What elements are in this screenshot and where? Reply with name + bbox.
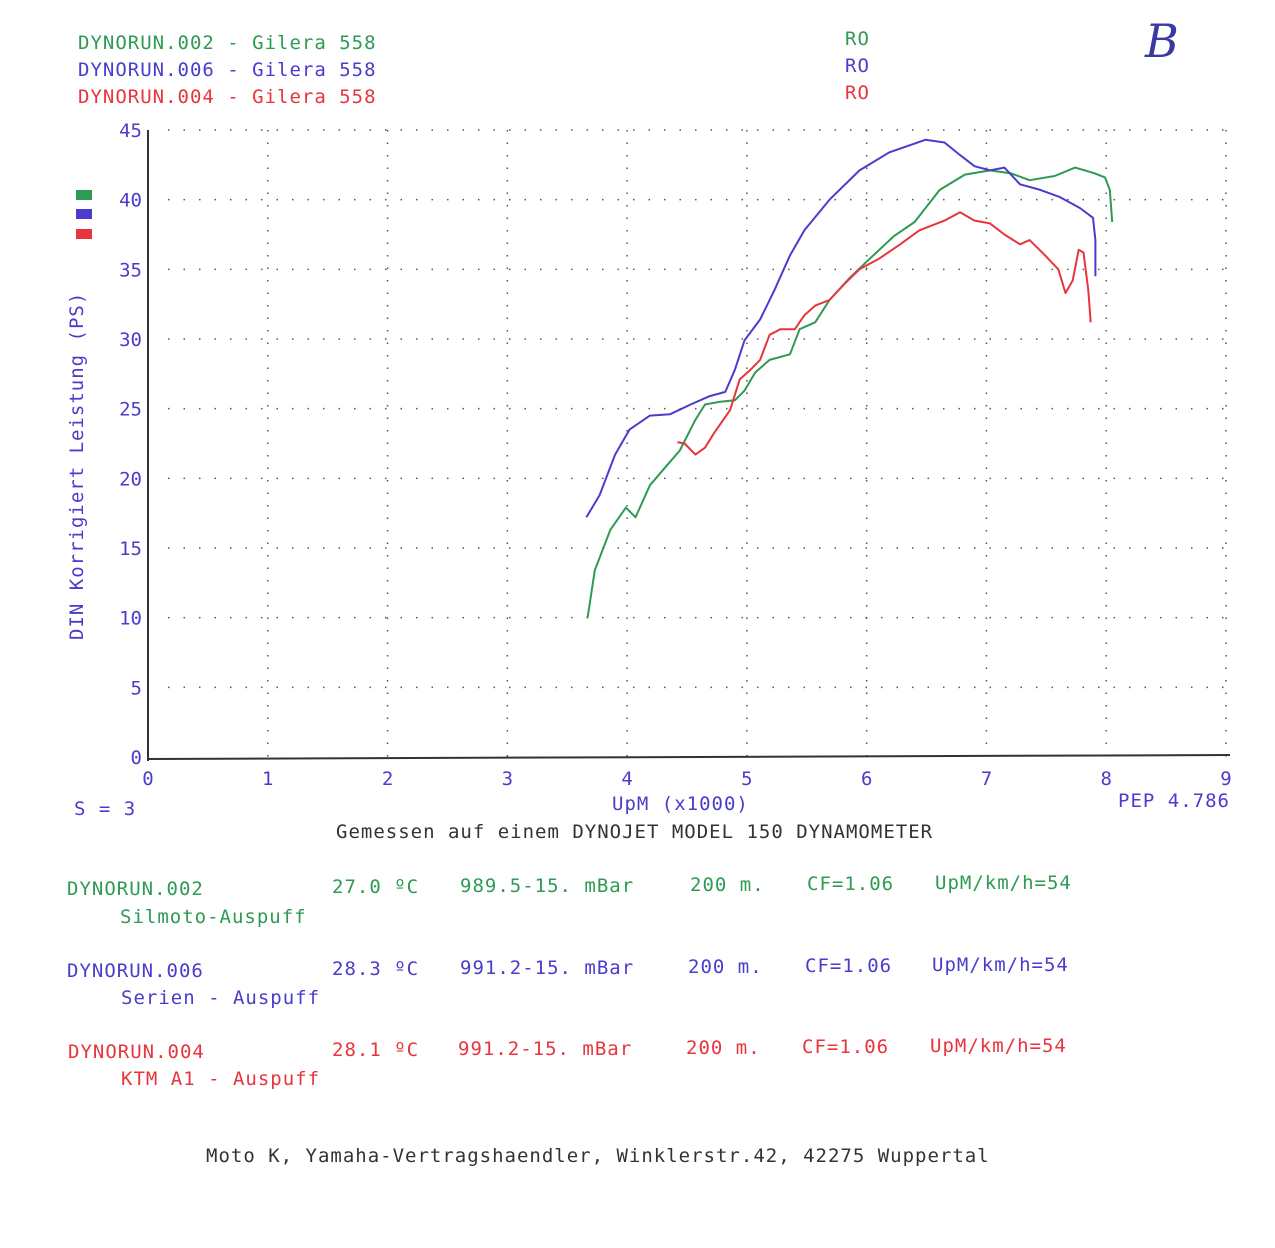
swatch-006 xyxy=(76,209,92,219)
run-altitude: 200 m. xyxy=(688,956,763,978)
series-line-dynorun-006 xyxy=(585,138,1097,518)
y-tick-label: 15 xyxy=(119,538,142,560)
x-tick-label: 0 xyxy=(142,768,153,790)
x-tick-label: 5 xyxy=(741,768,752,790)
dealer-footer: Moto K, Yamaha-Vertragshaendler, Winkler… xyxy=(206,1145,990,1167)
run-ratio: UpM/km/h=54 xyxy=(932,954,1069,976)
y-tick-label: 20 xyxy=(119,468,142,490)
tag-run-006: RO xyxy=(845,55,870,77)
run-temp: 28.3 ºC xyxy=(332,958,420,980)
x-tick-label: 7 xyxy=(981,768,992,790)
run-pressure: 991.2-15. mBar xyxy=(460,957,635,979)
x-tick-label: 4 xyxy=(621,768,632,790)
run-note: Silmoto-Auspuff xyxy=(120,906,307,928)
x-tick-label: 9 xyxy=(1220,768,1231,790)
run-ratio: UpM/km/h=54 xyxy=(930,1035,1067,1057)
y-tick-label: 45 xyxy=(119,120,142,142)
pep-label: PEP 4.786 xyxy=(1118,790,1230,812)
swatch-004 xyxy=(76,229,92,239)
legend-run-002: DYNORUN.002 - Gilera 558 xyxy=(78,32,377,54)
y-axis-label: DIN Korrigiert Leistung (PS) xyxy=(66,291,88,640)
x-tick-label: 2 xyxy=(382,768,393,790)
series-line-dynorun-004 xyxy=(677,211,1092,456)
x-tick-label: 8 xyxy=(1100,768,1111,790)
smoothing-label: S = 3 xyxy=(74,798,137,820)
run-note: KTM A1 - Auspuff xyxy=(121,1068,321,1090)
tag-run-004: RO xyxy=(845,82,870,104)
y-tick-label: 10 xyxy=(119,608,142,630)
dynamometer-caption: Gemessen auf einem DYNOJET MODEL 150 DYN… xyxy=(336,821,934,843)
x-tick-label: 3 xyxy=(502,768,513,790)
handwritten-mark: B xyxy=(1145,14,1179,68)
run-note: Serien - Auspuff xyxy=(121,987,321,1009)
run-pressure: 991.2-15. mBar xyxy=(458,1038,633,1060)
run-name: DYNORUN.002 xyxy=(67,878,204,900)
x-axis xyxy=(147,754,1231,760)
run-cf: CF=1.06 xyxy=(805,955,893,977)
run-cf: CF=1.06 xyxy=(807,873,895,895)
y-tick-label: 25 xyxy=(119,399,142,421)
swatch-002 xyxy=(76,190,92,200)
legend-run-006: DYNORUN.006 - Gilera 558 xyxy=(78,59,377,81)
legend-run-004: DYNORUN.004 - Gilera 558 xyxy=(78,86,377,108)
run-name: DYNORUN.004 xyxy=(68,1041,205,1063)
x-tick-label: 1 xyxy=(262,768,273,790)
y-tick-label: 30 xyxy=(119,329,142,351)
run-name: DYNORUN.006 xyxy=(67,960,204,982)
x-axis-label: UpM (x1000) xyxy=(612,793,749,815)
run-cf: CF=1.06 xyxy=(802,1036,890,1058)
tag-run-002: RO xyxy=(845,28,870,50)
run-ratio: UpM/km/h=54 xyxy=(935,872,1072,894)
y-tick-label: 35 xyxy=(119,259,142,281)
x-tick-label: 6 xyxy=(861,768,872,790)
run-temp: 28.1 ºC xyxy=(332,1039,420,1061)
y-tick-label: 5 xyxy=(131,677,142,699)
run-altitude: 200 m. xyxy=(690,874,765,896)
run-temp: 27.0 ºC xyxy=(332,876,420,898)
y-tick-label: 40 xyxy=(119,190,142,212)
run-pressure: 989.5-15. mBar xyxy=(460,875,635,897)
y-tick-label: 0 xyxy=(131,747,142,769)
run-altitude: 200 m. xyxy=(686,1037,761,1059)
series-line-dynorun-002 xyxy=(586,166,1114,618)
